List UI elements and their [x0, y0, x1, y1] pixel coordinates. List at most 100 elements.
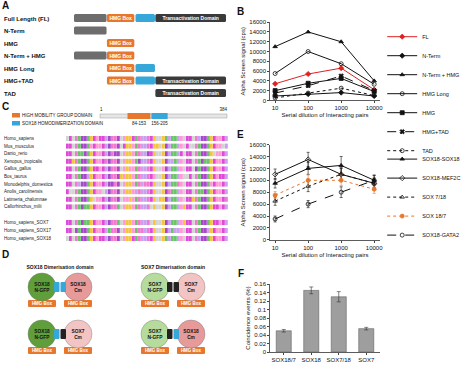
svg-text:HMG Long: HMG Long — [4, 66, 35, 72]
svg-text:1: 1 — [100, 107, 103, 112]
svg-text:N-Term: N-Term — [4, 28, 25, 34]
svg-text:SOX7: SOX7 — [358, 357, 375, 363]
svg-text:10: 10 — [272, 245, 279, 251]
svg-text:384: 384 — [219, 107, 227, 112]
svg-text:Cm: Cm — [74, 288, 82, 293]
svg-text:6000: 6000 — [253, 68, 267, 74]
svg-text:0.08: 0.08 — [254, 315, 266, 321]
svg-text:Cm: Cm — [74, 335, 82, 340]
svg-text:10: 10 — [272, 105, 279, 111]
svg-text:HMG+TAD: HMG+TAD — [422, 129, 449, 135]
svg-text:B: B — [237, 6, 244, 17]
svg-text:SOX18: SOX18 — [70, 282, 86, 287]
svg-text:HMG Box: HMG Box — [145, 301, 166, 306]
svg-text:1000: 1000 — [334, 105, 348, 111]
svg-text:N-GFP: N-GFP — [35, 335, 51, 340]
svg-text:HMG Box: HMG Box — [68, 348, 89, 353]
svg-text:SOX18-SOX18: SOX18-SOX18 — [422, 156, 459, 162]
svg-text:HMG Box: HMG Box — [68, 301, 89, 306]
svg-text:HMG Box: HMG Box — [181, 348, 202, 353]
svg-text:Serial dilution of Interacting: Serial dilution of Interacting pairs — [281, 112, 368, 118]
svg-text:1000: 1000 — [334, 245, 348, 251]
svg-text:Serial dilution of Interacting: Serial dilution of Interacting pairs — [281, 252, 368, 258]
svg-text:N-GFP: N-GFP — [148, 335, 164, 340]
svg-text:TAD: TAD — [422, 148, 433, 154]
svg-text:SOX18 Dimerisation domain: SOX18 Dimerisation domain — [27, 264, 94, 270]
svg-text:Mus_musculus: Mus_musculus — [4, 144, 35, 149]
svg-text:SOX7 Dimerisation domain: SOX7 Dimerisation domain — [141, 264, 205, 270]
svg-text:Anolis_carolinensis: Anolis_carolinensis — [4, 189, 43, 194]
svg-text:SOX18-MEF2C: SOX18-MEF2C — [422, 175, 460, 181]
svg-text:Monodelphis_domestica: Monodelphis_domestica — [4, 182, 53, 187]
svg-text:2000: 2000 — [253, 88, 267, 94]
svg-text:N-Term + HMG: N-Term + HMG — [422, 72, 459, 78]
svg-text:0: 0 — [263, 237, 267, 243]
svg-text:4000: 4000 — [253, 213, 267, 219]
svg-text:SOX7: SOX7 — [149, 329, 162, 334]
svg-text:HMG+TAD: HMG+TAD — [4, 78, 34, 84]
svg-text:100: 100 — [303, 245, 314, 251]
svg-text:C: C — [2, 101, 9, 112]
svg-text:TAD: TAD — [4, 91, 17, 97]
svg-text:HMG Box: HMG Box — [109, 15, 132, 21]
svg-text:SOX 7/18: SOX 7/18 — [422, 194, 446, 200]
svg-text:Cm: Cm — [187, 288, 195, 293]
svg-text:6000: 6000 — [253, 201, 267, 207]
svg-text:SOX 18/7: SOX 18/7 — [422, 213, 446, 219]
svg-text:Transactivation Domain: Transactivation Domain — [162, 15, 218, 21]
svg-text:Homo_sapiens_SOX7: Homo_sapiens_SOX7 — [4, 220, 49, 225]
svg-text:N-GFP: N-GFP — [35, 288, 51, 293]
svg-text:HMG Box: HMG Box — [109, 53, 132, 59]
svg-text:FL: FL — [422, 34, 428, 40]
svg-text:SOX18 HOMODIMERIZATION DOMAIN: SOX18 HOMODIMERIZATION DOMAIN — [22, 121, 103, 126]
svg-text:16000: 16000 — [249, 142, 266, 148]
svg-text:10000: 10000 — [249, 49, 266, 55]
svg-text:HMG Box: HMG Box — [32, 348, 53, 353]
svg-text:HMG Box: HMG Box — [109, 78, 132, 84]
svg-text:Xenopus_tropicalis: Xenopus_tropicalis — [4, 159, 43, 164]
svg-text:12000: 12000 — [249, 166, 266, 172]
svg-text:HMG Box: HMG Box — [109, 65, 132, 71]
svg-text:Callorhinchus_milii: Callorhinchus_milii — [4, 204, 42, 209]
svg-text:16000: 16000 — [249, 19, 266, 25]
svg-text:HMG Box: HMG Box — [109, 40, 132, 46]
svg-text:Gallus_gallus: Gallus_gallus — [4, 166, 32, 171]
svg-text:HIGH MOBILITY GROUP DOMAIN: HIGH MOBILITY GROUP DOMAIN — [22, 113, 92, 118]
svg-text:0.14: 0.14 — [254, 290, 266, 296]
svg-text:SOX18: SOX18 — [183, 329, 199, 334]
svg-text:HMG: HMG — [422, 110, 435, 116]
svg-text:0: 0 — [263, 349, 267, 355]
svg-text:10000: 10000 — [366, 245, 383, 251]
svg-text:Transactivation Domain: Transactivation Domain — [162, 78, 218, 84]
svg-text:0.16: 0.16 — [254, 281, 266, 287]
svg-text:SOX18-GATA2: SOX18-GATA2 — [422, 232, 459, 238]
svg-text:Alpha Screen signal (cps): Alpha Screen signal (cps) — [240, 27, 246, 95]
svg-text:14000: 14000 — [249, 29, 266, 35]
svg-text:SOX18: SOX18 — [34, 282, 50, 287]
svg-text:Transactivation Domain: Transactivation Domain — [162, 90, 218, 96]
svg-text:0.06: 0.06 — [254, 324, 266, 330]
svg-text:Coincidence events (%): Coincidence events (%) — [245, 286, 251, 349]
svg-text:F: F — [238, 268, 244, 279]
svg-text:E: E — [237, 129, 244, 140]
svg-text:HMG Long: HMG Long — [422, 91, 449, 97]
svg-text:SOX7/18: SOX7/18 — [327, 357, 352, 363]
svg-text:Latimeria_chalumnae: Latimeria_chalumnae — [4, 197, 48, 202]
svg-text:14000: 14000 — [249, 154, 266, 160]
svg-text:0.12: 0.12 — [254, 298, 266, 304]
svg-text:0.04: 0.04 — [254, 332, 266, 338]
svg-text:8000: 8000 — [253, 58, 267, 64]
svg-text:10000: 10000 — [249, 177, 266, 183]
svg-text:N-Term + HMG: N-Term + HMG — [4, 53, 46, 59]
svg-text:Bos_taurus: Bos_taurus — [4, 174, 28, 179]
svg-text:SOX7: SOX7 — [185, 282, 198, 287]
svg-text:A: A — [2, 0, 9, 11]
svg-text:SOX18/7: SOX18/7 — [272, 357, 297, 363]
svg-text:Alpha Screen signal (cps): Alpha Screen signal (cps) — [240, 158, 246, 226]
svg-text:0.02: 0.02 — [254, 341, 266, 347]
svg-text:Danio_rerio: Danio_rerio — [4, 151, 28, 156]
svg-text:100: 100 — [303, 105, 314, 111]
svg-text:10000: 10000 — [366, 105, 383, 111]
svg-text:156-205: 156-205 — [151, 121, 168, 126]
svg-text:8000: 8000 — [253, 189, 267, 195]
